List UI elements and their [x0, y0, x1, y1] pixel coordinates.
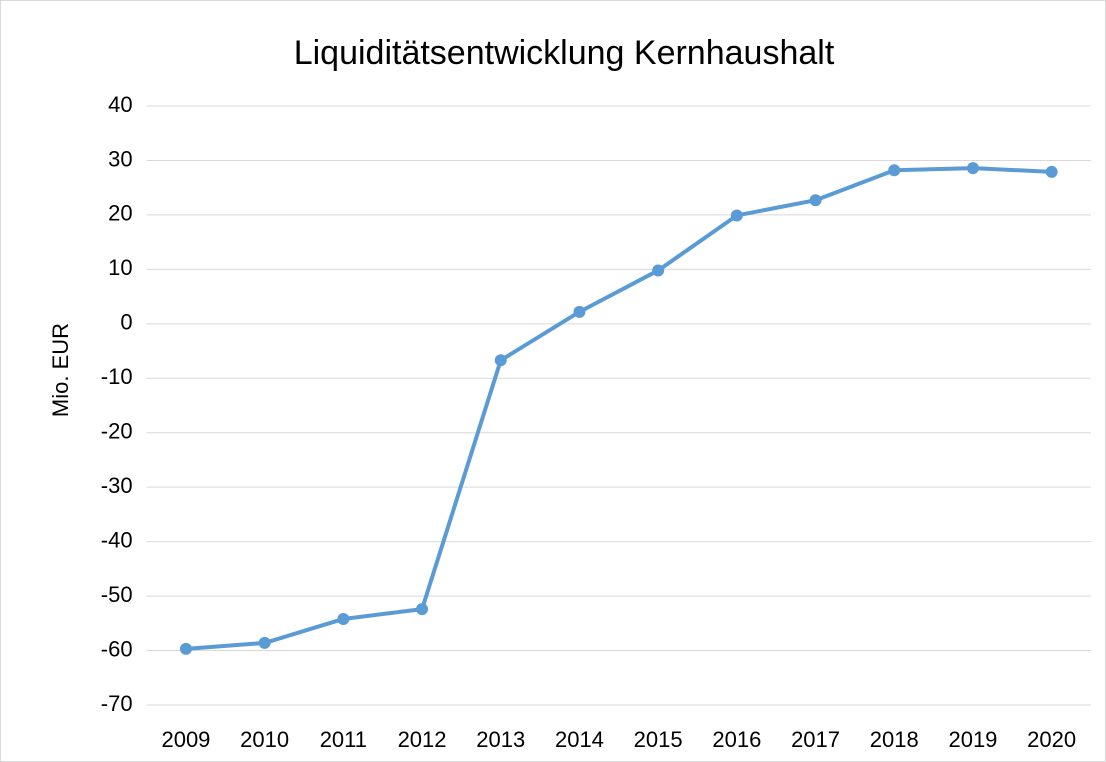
x-tick-label: 2012 [398, 727, 447, 752]
data-point [730, 209, 743, 222]
y-tick-label: -50 [101, 582, 133, 607]
data-point [337, 612, 350, 625]
data-point [809, 194, 822, 207]
data-point [494, 354, 507, 367]
chart-title: Liquiditätsentwicklung Kernhaushalt [294, 34, 835, 72]
y-tick-label: 40 [108, 92, 132, 117]
data-point [258, 636, 271, 649]
y-tick-label: -20 [101, 419, 133, 444]
x-tick-label: 2013 [476, 727, 525, 752]
y-tick-label: -30 [101, 473, 133, 498]
data-point [1045, 165, 1058, 178]
x-tick-label: 2016 [712, 727, 761, 752]
y-tick-label: -70 [101, 691, 133, 716]
data-point [652, 264, 665, 277]
y-tick-label: 0 [120, 310, 132, 335]
x-tick-label: 2020 [1027, 727, 1076, 752]
series-line [185, 166, 1052, 651]
y-tick-label: -60 [101, 636, 133, 661]
y-tick-label: 30 [108, 146, 132, 171]
x-tick-label: 2009 [161, 727, 210, 752]
data-point [179, 642, 192, 655]
x-tick-label: 2011 [320, 727, 367, 752]
y-tick-label: -10 [101, 364, 133, 389]
data-point [966, 162, 979, 175]
data-point [888, 164, 901, 177]
y-tick-label: 10 [108, 255, 132, 280]
data-point [573, 305, 586, 318]
x-tick-label: 2019 [948, 727, 997, 752]
x-tick-label: 2010 [240, 727, 289, 752]
data-point [416, 603, 429, 616]
y-tick-label: -40 [101, 527, 133, 552]
x-tick-label: 2018 [870, 727, 919, 752]
y-tick-label: 20 [108, 201, 132, 226]
x-tick-label: 2015 [634, 727, 683, 752]
x-tick-label: 2014 [555, 727, 604, 752]
y-axis-label: Mio. EUR [48, 323, 73, 417]
x-tick-label: 2017 [791, 727, 840, 752]
